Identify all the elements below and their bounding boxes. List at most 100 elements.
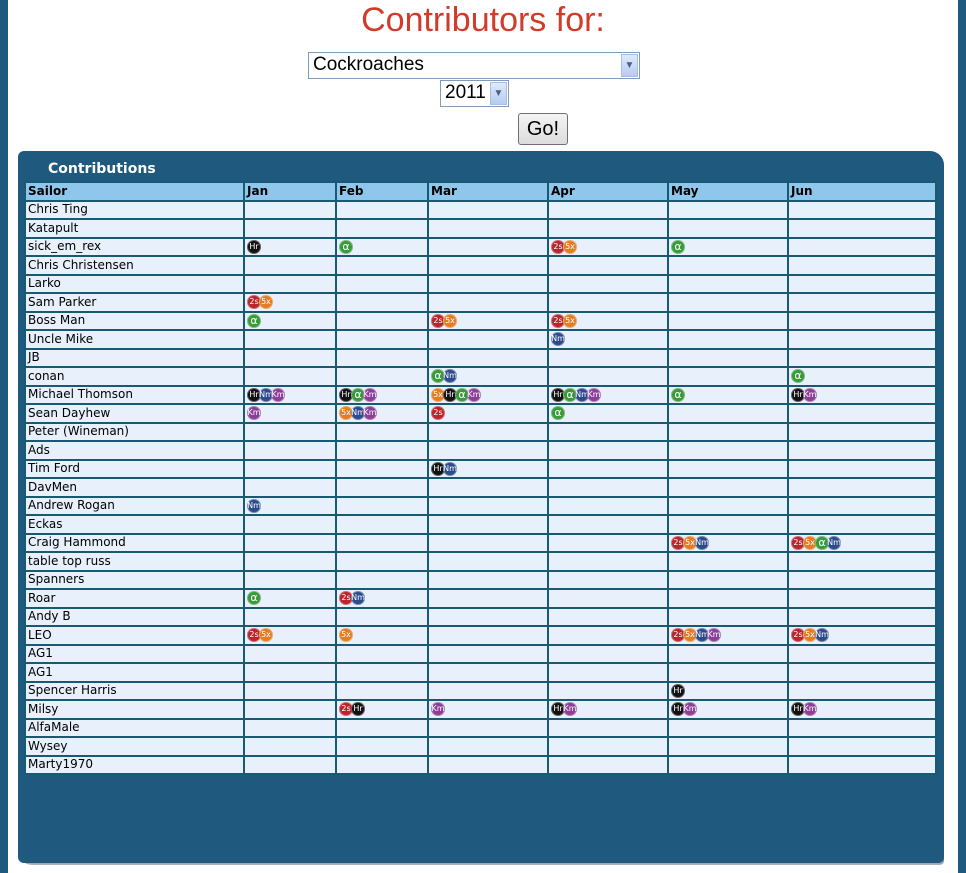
year-select[interactable]: 2011 ▼ [440, 80, 509, 107]
month-cell [427, 754, 549, 775]
header-jun: Jun [787, 181, 937, 202]
badge-hr-icon[interactable]: Hr [671, 702, 685, 717]
month-cell [427, 218, 549, 239]
badge-alpha-icon[interactable]: α [791, 369, 805, 384]
window-frame-right [958, 0, 966, 873]
badge-alpha-icon[interactable]: α [455, 387, 469, 402]
month-cell [427, 236, 549, 257]
month-cell [547, 458, 669, 479]
badge-5x-icon[interactable]: 5x [683, 628, 697, 643]
chevron-down-icon[interactable]: ▼ [621, 54, 638, 77]
badge-nm-icon[interactable]: Nm [695, 535, 709, 550]
badge-5x-icon[interactable]: 5x [259, 628, 273, 643]
badge-km-icon[interactable]: Km [587, 387, 601, 402]
badge-nm-icon[interactable]: Nm [827, 535, 841, 550]
badge-km-icon[interactable]: Km [707, 628, 721, 643]
badge-alpha-icon[interactable]: α [563, 387, 577, 402]
month-cell [427, 292, 549, 313]
badge-hr-icon[interactable]: Hr [791, 702, 805, 717]
badge-km-icon[interactable]: Km [803, 702, 817, 717]
sailor-name: Spanners [24, 569, 245, 590]
month-cell [787, 199, 937, 220]
badge-hr-icon[interactable]: Hr [431, 461, 445, 476]
badge-km-icon[interactable]: Km [271, 387, 285, 402]
badge-hr-icon[interactable]: Hr [351, 702, 365, 717]
month-cell [243, 477, 337, 498]
sailor-name: Uncle Mike [24, 329, 245, 350]
month-cell [787, 440, 937, 461]
badge-nm-icon[interactable]: Nm [443, 369, 457, 384]
badge-km-icon[interactable]: Km [467, 387, 481, 402]
badge-5x-icon[interactable]: 5x [563, 313, 577, 328]
badge-5x-icon[interactable]: 5x [803, 628, 817, 643]
header-jan: Jan [243, 181, 337, 202]
badge-alpha-icon[interactable]: α [671, 387, 685, 402]
badge-alpha-icon[interactable]: α [351, 387, 365, 402]
badge-5x-icon[interactable]: 5x [683, 535, 697, 550]
badge-alpha-icon[interactable]: α [815, 535, 829, 550]
month-cell [667, 273, 789, 294]
badge-hr-icon[interactable]: Hr [247, 239, 261, 254]
badge-km-icon[interactable]: Km [803, 387, 817, 402]
badge-km-icon[interactable]: Km [247, 406, 261, 421]
badge-alpha-icon[interactable]: α [247, 313, 261, 328]
badge-alpha-icon[interactable]: α [551, 406, 565, 421]
badge-2s-icon[interactable]: 2s [551, 313, 565, 328]
badge-alpha-icon[interactable]: α [339, 239, 353, 254]
badge-2s-icon[interactable]: 2s [671, 535, 685, 550]
badge-nm-icon[interactable]: Nm [695, 628, 709, 643]
month-cell [427, 477, 549, 498]
badge-2s-icon[interactable]: 2s [431, 313, 445, 328]
badge-nm-icon[interactable]: Nm [351, 406, 365, 421]
table-row: Wysey [24, 736, 937, 757]
badge-5x-icon[interactable]: 5x [803, 535, 817, 550]
badge-2s-icon[interactable]: 2s [671, 628, 685, 643]
badge-alpha-icon[interactable]: α [671, 239, 685, 254]
badge-hr-icon[interactable]: Hr [551, 387, 565, 402]
badge-2s-icon[interactable]: 2s [791, 628, 805, 643]
badge-2s-icon[interactable]: 2s [551, 239, 565, 254]
badge-5x-icon[interactable]: 5x [259, 295, 273, 310]
badge-hr-icon[interactable]: Hr [551, 702, 565, 717]
badge-nm-icon[interactable]: Nm [443, 461, 457, 476]
badge-2s-icon[interactable]: 2s [791, 535, 805, 550]
badge-5x-icon[interactable]: 5x [339, 628, 353, 643]
badge-hr-icon[interactable]: Hr [443, 387, 457, 402]
go-button[interactable]: Go! [518, 113, 568, 145]
badge-hr-icon[interactable]: Hr [339, 387, 353, 402]
badge-2s-icon[interactable]: 2s [431, 406, 445, 421]
badge-2s-icon[interactable]: 2s [339, 702, 353, 717]
badge-km-icon[interactable]: Km [563, 702, 577, 717]
badge-hr-icon[interactable]: Hr [671, 683, 685, 698]
month-cell [335, 551, 429, 572]
badge-nm-icon[interactable]: Nm [247, 498, 261, 513]
badge-2s-icon[interactable]: 2s [339, 591, 353, 606]
badge-5x-icon[interactable]: 5x [563, 239, 577, 254]
badge-2s-icon[interactable]: 2s [247, 295, 261, 310]
chevron-down-icon[interactable]: ▼ [490, 82, 507, 105]
badge-hr-icon[interactable]: Hr [247, 387, 261, 402]
badge-alpha-icon[interactable]: α [247, 591, 261, 606]
badge-2s-icon[interactable]: 2s [247, 628, 261, 643]
badge-nm-icon[interactable]: Nm [351, 591, 365, 606]
badge-km-icon[interactable]: Km [431, 702, 445, 717]
month-cell [335, 606, 429, 627]
table-row: Andrew Rogan Nm [24, 495, 937, 516]
badge-5x-icon[interactable]: 5x [443, 313, 457, 328]
badge-nm-icon[interactable]: Nm [259, 387, 273, 402]
sailor-name: Sean Dayhew [24, 403, 245, 424]
badge-km-icon[interactable]: Km [363, 406, 377, 421]
table-row: Eckas [24, 514, 937, 535]
badge-km-icon[interactable]: Km [363, 387, 377, 402]
month-cell [335, 329, 429, 350]
badge-km-icon[interactable]: Km [683, 702, 697, 717]
badge-5x-icon[interactable]: 5x [431, 387, 445, 402]
badge-alpha-icon[interactable]: α [431, 369, 445, 384]
badge-nm-icon[interactable]: Nm [815, 628, 829, 643]
month-cell [787, 495, 937, 516]
badge-nm-icon[interactable]: Nm [551, 332, 565, 347]
badge-5x-icon[interactable]: 5x [339, 406, 353, 421]
site-select[interactable]: Cockroaches ▼ [308, 52, 640, 79]
badge-nm-icon[interactable]: Nm [575, 387, 589, 402]
badge-hr-icon[interactable]: Hr [791, 387, 805, 402]
